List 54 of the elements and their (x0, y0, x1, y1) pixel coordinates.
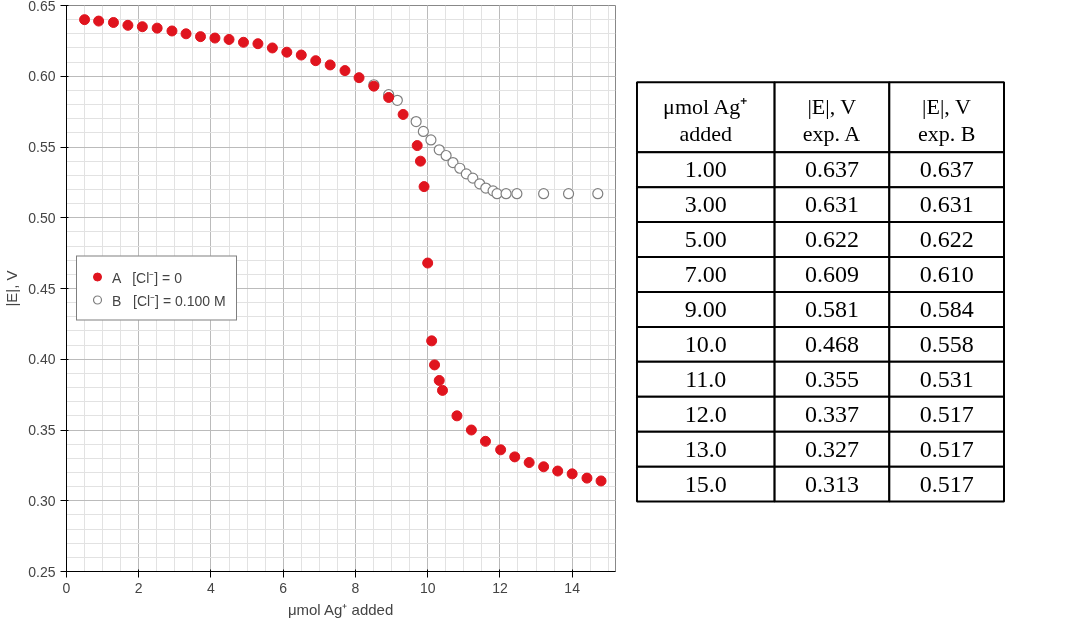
text: 0.609 (804, 261, 859, 288)
x-axis-title: μmol Ag⁺ added (287, 600, 394, 618)
text: 3.00 (684, 191, 727, 218)
y-tick-label: 0.60 (28, 68, 56, 85)
y-tick-label: 0.65 (28, 0, 56, 14)
y-tick-label: 0.55 (28, 139, 56, 155)
text: 0.337 (804, 400, 859, 427)
x-tick-label: 6 (279, 579, 288, 596)
x-tick-label: 0 (62, 579, 71, 596)
x-tick-label: 2 (134, 579, 143, 596)
y-axis-title: |E|, V (3, 270, 21, 307)
text: 0.558 (919, 330, 974, 357)
text: |E|, V exp. A (802, 94, 861, 146)
text: 0.631 (919, 191, 974, 218)
x-tick-label: 10 (419, 579, 436, 596)
text: 0.517 (919, 435, 974, 462)
legend-label: B [Cl⁻] = 0.100 M (112, 291, 226, 309)
text: 7.00 (684, 261, 727, 288)
text: 0.637 (919, 156, 974, 183)
text: μmol Ag⁺ added (663, 94, 748, 146)
text: 5.00 (684, 226, 727, 253)
text: 0.468 (804, 330, 859, 357)
text: 1.00 (684, 156, 727, 183)
text: 0.622 (804, 226, 859, 253)
x-tick-label: 8 (351, 579, 360, 596)
x-tick-label: 4 (207, 579, 216, 596)
x-tick-label: 12 (492, 579, 508, 596)
text: 0.517 (919, 400, 974, 427)
text: 0.631 (804, 191, 859, 218)
text: 0.313 (804, 470, 859, 497)
text: 0.622 (919, 226, 974, 253)
text: |E|, V exp. B (917, 94, 976, 146)
y-tick-label: 0.30 (28, 492, 56, 509)
text: 12.0 (684, 400, 727, 427)
legend-label: A [Cl⁻] = 0 (112, 268, 182, 286)
text: 0.610 (919, 261, 974, 288)
text: 13.0 (684, 435, 727, 462)
y-tick-label: 0.45 (28, 280, 56, 297)
text: 0.637 (804, 156, 859, 183)
text: 0.355 (804, 365, 859, 392)
text: 0.584 (919, 295, 974, 322)
y-tick-label: 0.50 (28, 209, 56, 226)
y-tick-label: 0.35 (28, 422, 56, 438)
x-tick-label: 14 (564, 579, 581, 596)
text: 15.0 (684, 470, 727, 497)
y-tick-label: 0.25 (28, 563, 56, 580)
text: 9.00 (684, 295, 727, 322)
text: 0.581 (804, 295, 859, 322)
y-tick-label: 0.40 (28, 351, 56, 368)
text: 0.517 (919, 470, 974, 497)
text: 0.327 (804, 435, 859, 462)
text: 0.531 (919, 365, 974, 392)
text: 11.0 (685, 365, 727, 392)
text: 10.0 (684, 330, 727, 357)
